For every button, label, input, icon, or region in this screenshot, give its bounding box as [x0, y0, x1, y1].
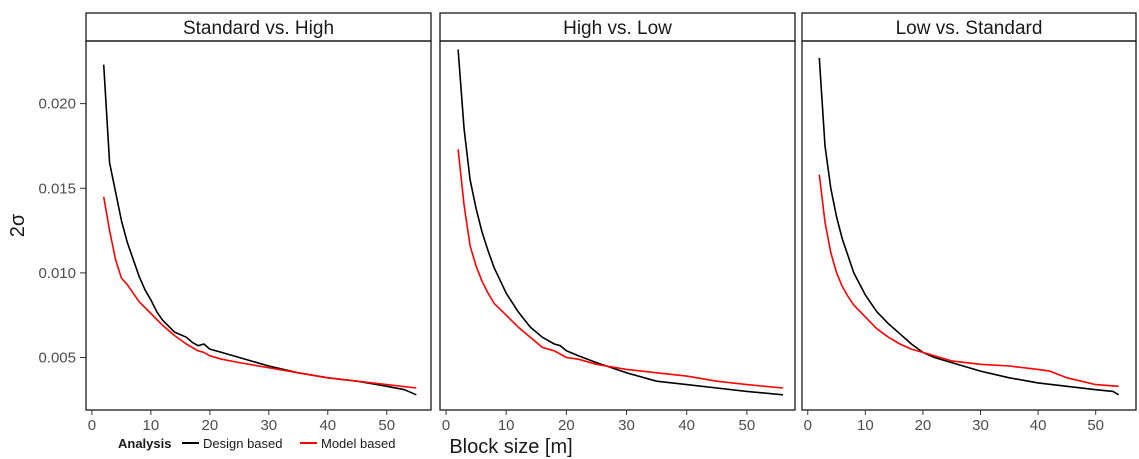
legend-title: Analysis — [118, 436, 171, 451]
facet-title: High vs. Low — [563, 18, 672, 39]
x-tick-label: 10 — [143, 417, 160, 434]
facet-strip — [85, 12, 432, 42]
x-tick-label: 30 — [972, 417, 989, 434]
x-tick-label: 20 — [558, 417, 575, 434]
x-tick-label: 40 — [319, 417, 336, 434]
legend-label-model-based: Model based — [321, 436, 395, 451]
y-axis-title-group: 2σ — [7, 213, 29, 237]
y-tick-label: 0.005 — [38, 350, 76, 367]
legend: Analysis Design based Model based — [118, 436, 395, 451]
y-tick-label: 0.015 — [38, 180, 76, 197]
facet-panel: Low vs. Standard 0 10 20 30 40 50 — [801, 12, 1137, 434]
x-tick-label: 50 — [378, 417, 395, 434]
x-tick-label: 40 — [1030, 417, 1047, 434]
x-axis-title: Block size [m] — [449, 436, 572, 458]
panel-border — [801, 40, 1137, 411]
series-line-model-based — [457, 149, 784, 389]
x-tick-label: 50 — [739, 417, 756, 434]
facet-title: Standard vs. High — [183, 18, 334, 39]
x-tick-label: 0 — [88, 417, 96, 434]
x-tick-label: 40 — [678, 417, 695, 434]
y-tick-label: 0.020 — [38, 96, 76, 113]
y-tick-label: 0.010 — [38, 265, 76, 282]
x-tick-label: 30 — [260, 417, 277, 434]
x-tick-label: 0 — [442, 417, 450, 434]
facet-strip — [439, 12, 796, 42]
series-line-model-based — [102, 196, 417, 389]
series-line-model-based — [818, 174, 1119, 388]
series-line-design-based — [818, 57, 1120, 396]
x-tick-label: 20 — [202, 417, 219, 434]
panel-border — [85, 40, 432, 411]
series-line-design-based — [457, 49, 784, 396]
x-tick-label: 50 — [1087, 417, 1104, 434]
x-tick-label: 10 — [498, 417, 515, 434]
panel-border — [439, 40, 796, 411]
y-axis-ticks: 0.005 0.010 0.015 0.020 — [38, 96, 86, 367]
y-axis-title: 2σ — [7, 213, 29, 237]
legend-label-design-based: Design based — [203, 436, 283, 451]
x-tick-label: 10 — [857, 417, 874, 434]
facet-panel: Standard vs. High 0 10 20 30 40 50 — [85, 12, 432, 434]
series-line-design-based — [102, 64, 417, 396]
x-tick-label: 20 — [915, 417, 932, 434]
facet-title: Low vs. Standard — [896, 18, 1043, 39]
facet-panel: High vs. Low 0 10 20 30 40 50 — [439, 12, 796, 434]
x-tick-label: 0 — [804, 417, 812, 434]
x-tick-label: 30 — [618, 417, 635, 434]
